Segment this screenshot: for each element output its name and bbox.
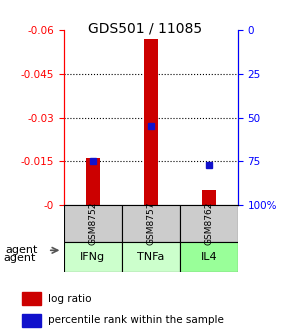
Text: IFNg: IFNg [80, 252, 105, 262]
Text: GDS501 / 11085: GDS501 / 11085 [88, 22, 202, 36]
Text: percentile rank within the sample: percentile rank within the sample [48, 316, 224, 325]
Bar [202, 191, 216, 205]
Bar [180, 205, 238, 242]
Text: log ratio: log ratio [48, 294, 92, 304]
Text: IL4: IL4 [200, 252, 217, 262]
Text: GSM8762: GSM8762 [204, 202, 213, 245]
Text: GSM8752: GSM8752 [88, 202, 97, 245]
Bar [122, 242, 180, 272]
Text: agent: agent [3, 253, 35, 263]
Bar [86, 158, 100, 205]
Text: GSM8757: GSM8757 [146, 202, 155, 245]
Text: TNFa: TNFa [137, 252, 164, 262]
Bar [122, 205, 180, 242]
Text: agent: agent [6, 245, 38, 255]
Bar [64, 205, 122, 242]
Bar [144, 39, 158, 205]
Bar [22, 292, 41, 305]
Bar [64, 242, 122, 272]
Bar [22, 314, 41, 327]
Bar [180, 242, 238, 272]
